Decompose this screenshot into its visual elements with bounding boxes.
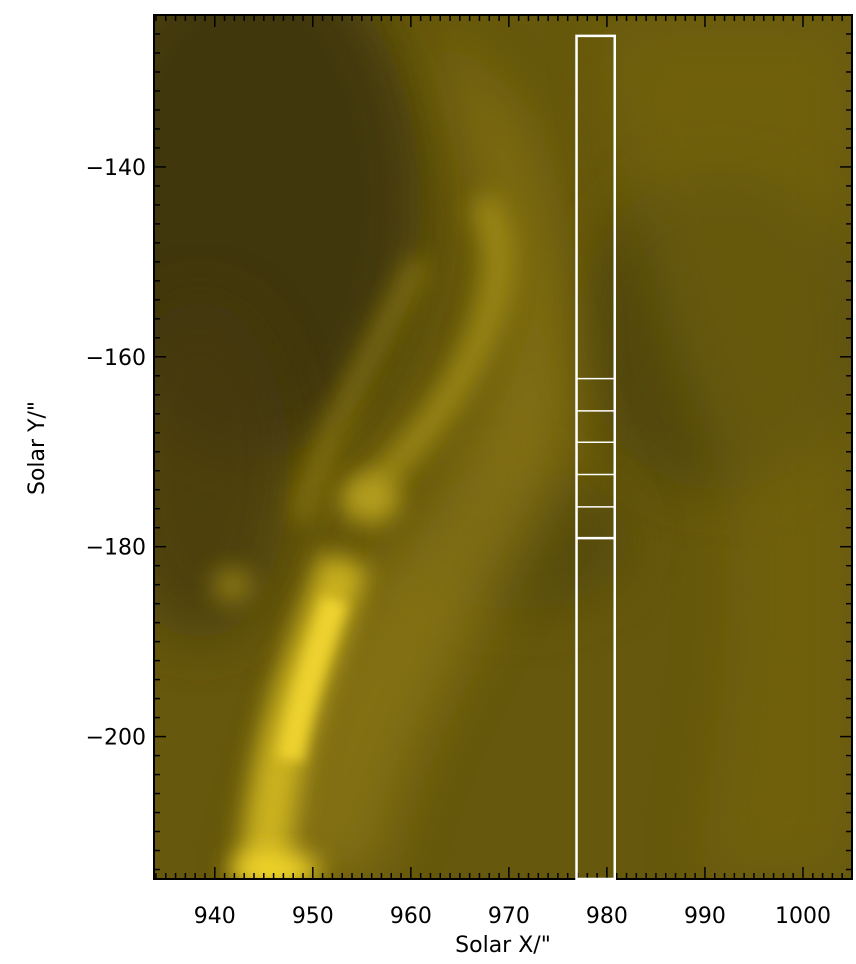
x-tick-label: 960 [390, 904, 432, 929]
y-tick-labels: −140 −160 −180 −200 [86, 156, 146, 751]
x-tick-label: 950 [292, 904, 334, 929]
y-axis-title: Solar Y/" [25, 401, 50, 495]
x-axis-title: Solar X/" [455, 933, 551, 958]
axis-ticks [154, 14, 853, 879]
y-tick-label: −140 [86, 156, 146, 181]
y-tick-label: −200 [86, 726, 146, 751]
slit-box [575, 34, 617, 881]
x-tick-label: 940 [194, 904, 236, 929]
x-tick-label: 970 [488, 904, 530, 929]
y-tick-label: −180 [86, 536, 146, 561]
slit-overlay [575, 34, 617, 881]
x-tick-labels: 940 950 960 970 980 990 1000 [194, 904, 831, 929]
x-tick-label: 1000 [775, 904, 831, 929]
y-tick-label: −160 [86, 346, 146, 371]
x-tick-label: 990 [684, 904, 726, 929]
solar-image [154, 15, 852, 879]
x-tick-label: 980 [586, 904, 628, 929]
plot-frame [153, 14, 853, 880]
